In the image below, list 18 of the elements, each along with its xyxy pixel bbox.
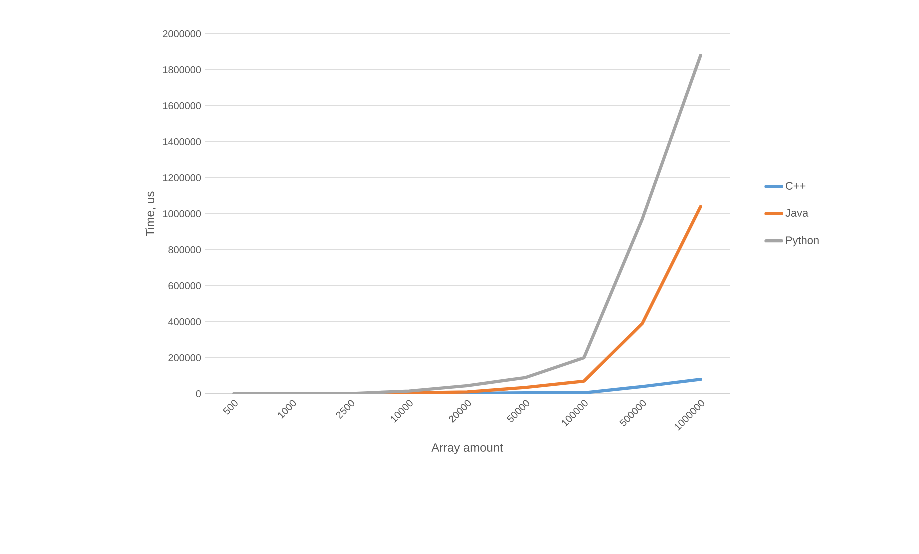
- y-tick-label: 1600000: [163, 102, 202, 110]
- y-tick-label: 600000: [168, 282, 202, 290]
- x-tick-label: 500: [223, 400, 238, 415]
- y-tick-label: 400000: [168, 318, 202, 326]
- legend-label: Java: [786, 209, 809, 217]
- y-tick-label: 1200000: [163, 174, 202, 182]
- y-tick-label: 1800000: [163, 66, 202, 74]
- x-axis-title: Array amount: [432, 444, 504, 454]
- y-tick-label: 0: [196, 390, 202, 398]
- y-tick-label: 200000: [168, 354, 202, 362]
- y-axis-title: Time, us: [146, 192, 156, 236]
- legend-label: C++: [786, 182, 806, 190]
- legend-label: Python: [786, 236, 819, 247]
- y-tick-label: 2000000: [163, 30, 202, 38]
- line-series: [232, 54, 702, 394]
- y-tick-label: 800000: [168, 246, 202, 254]
- y-tick-label: 1000000: [163, 210, 202, 218]
- y-tick-label: 1400000: [163, 138, 202, 146]
